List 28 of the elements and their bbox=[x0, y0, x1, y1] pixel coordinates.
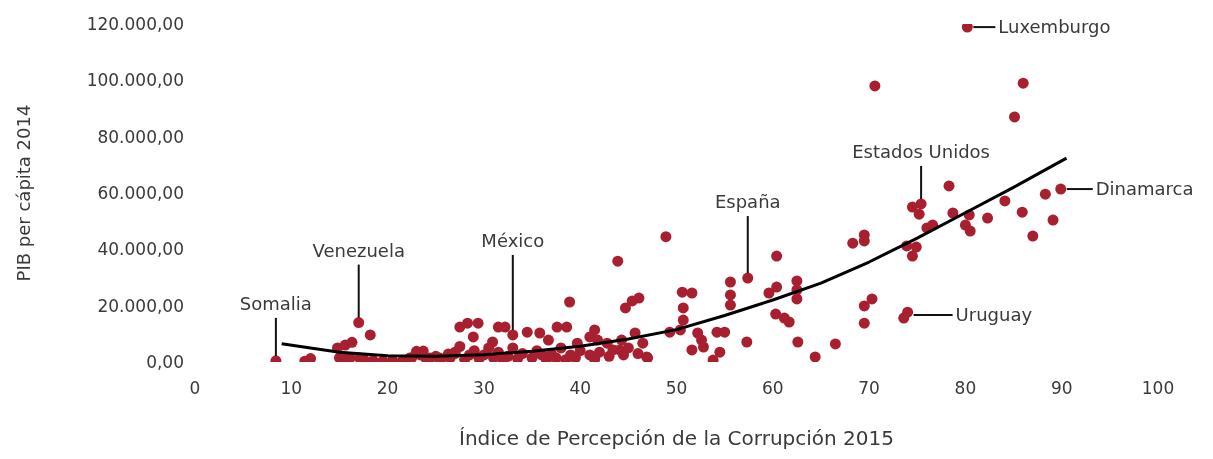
annotation: Somalia bbox=[239, 292, 312, 314]
y-tick-label: 0,00 bbox=[146, 352, 184, 373]
x-tick-label: 20 bbox=[376, 378, 399, 398]
x-tick-label: 70 bbox=[858, 378, 880, 398]
annotation: México bbox=[481, 229, 545, 251]
y-tick-label: 20.000,00 bbox=[97, 295, 184, 316]
y-tick-label: 40.000,00 bbox=[97, 239, 184, 260]
x-tick-label: 90 bbox=[1050, 378, 1073, 398]
annotation: Dinamarca bbox=[1095, 178, 1194, 200]
annotation: Venezuela bbox=[312, 239, 405, 261]
x-tick-label: 0 bbox=[189, 378, 201, 398]
y-axis-title: PIB per cápita 2014 bbox=[13, 104, 35, 282]
annotation: España bbox=[714, 191, 781, 213]
y-tick-label: 120.000,00 bbox=[86, 14, 184, 35]
x-axis-title: Índice de Percepción de la Corrupción 2015 bbox=[458, 426, 895, 450]
x-tick-label: 50 bbox=[665, 378, 688, 398]
annotation: Estados Unidos bbox=[852, 140, 990, 162]
x-tick-label: 40 bbox=[569, 378, 592, 398]
x-tick-label: 30 bbox=[473, 378, 495, 398]
x-tick-label: 100 bbox=[1141, 378, 1175, 398]
x-tick-label: 10 bbox=[280, 378, 303, 398]
annotation: Luxemburgo bbox=[998, 16, 1111, 38]
y-tick-label: 100.000,00 bbox=[86, 70, 184, 91]
annotation: Uruguay bbox=[955, 303, 1033, 325]
y-tick-label: 60.000,00 bbox=[97, 183, 184, 204]
x-tick-label: 80 bbox=[954, 378, 977, 398]
x-tick-label: 60 bbox=[761, 378, 784, 398]
y-tick-label: 80.000,00 bbox=[97, 126, 184, 147]
